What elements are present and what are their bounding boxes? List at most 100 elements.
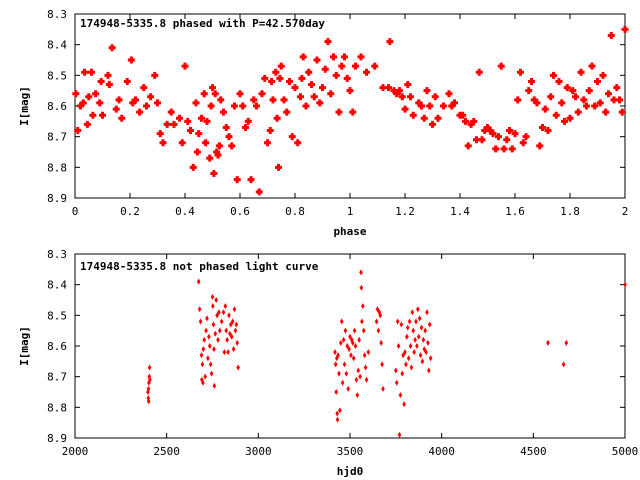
data-point [211,321,216,328]
data-point [140,84,148,92]
data-point [321,65,329,73]
y-tick-label: 8.4 [47,39,67,52]
data-point [333,349,337,356]
y-tick-label: 8.3 [47,8,67,21]
data-point [371,62,379,70]
data-point [77,102,84,110]
data-point [310,93,318,101]
x-tick-label: 0.4 [175,205,195,218]
data-point [426,339,430,346]
data-point [381,385,385,392]
data-point [358,373,362,380]
data-point [202,336,207,343]
data-point [352,327,357,334]
data-point [361,303,365,310]
data-point [417,315,422,322]
data-point [448,102,456,110]
data-point [197,306,202,313]
data-point [316,99,324,107]
data-point [229,321,233,328]
data-point [345,343,350,349]
data-point [143,102,150,110]
x-axis-label: phase [333,225,366,238]
data-point [123,77,131,85]
data-point [227,312,231,319]
data-point [375,306,380,313]
data-point [236,364,240,371]
data-point [305,68,313,76]
data-point [525,87,533,95]
data-point [415,343,419,349]
data-point [528,77,535,85]
data-point [354,376,359,383]
data-point [253,102,260,110]
data-point [577,68,585,76]
data-point [346,87,354,95]
data-point [547,93,555,101]
data-point [112,105,120,113]
data-point [170,120,178,128]
data-point [418,352,423,359]
data-point [508,145,516,153]
data-point [264,139,271,147]
data-point [72,90,80,98]
data-point [104,71,112,79]
data-point [486,127,494,135]
data-point [247,176,255,184]
data-point [118,114,126,122]
data-point [569,87,577,95]
data-point [220,108,227,116]
data-point [349,108,357,116]
data-point [202,139,210,147]
x-axis-label: hjd0 [337,465,364,478]
data-point [558,99,566,107]
data-point [546,339,550,346]
data-point [288,133,296,141]
data-point [342,361,347,368]
data-point [379,339,383,346]
unphased-light-curve-chart: 2000 2500 3000 3500 4000 4500 5000 8.3 8.4 8.5 8.6… [18,248,638,478]
data-point [209,370,214,377]
data-point [235,339,240,346]
y-tick-label: 8.6 [47,100,67,113]
data-point [378,312,383,319]
data-point [201,379,205,386]
data-point [421,336,426,343]
y-tick-label: 8.7 [47,131,67,144]
y-tick-label: 8.5 [47,309,67,322]
data-point [555,77,563,85]
data-point [308,81,315,89]
data-point [313,56,321,64]
data-point [418,102,425,110]
data-point [478,136,486,144]
unphased-chart-title: 174948-5335.8 not phased light curve [80,260,319,273]
data-point [425,309,429,316]
data-point [427,321,432,328]
data-point [217,309,221,316]
y-axis-label: I[mag] [18,86,31,126]
data-point [215,142,223,150]
data-point [366,349,371,356]
data-point [212,346,216,353]
data-point [74,127,82,135]
data-point [335,108,343,116]
data-point [234,321,239,328]
data-point [115,96,123,104]
data-point [176,114,183,122]
data-point [467,120,475,128]
data-point [506,127,513,135]
data-point [347,346,351,353]
data-point [207,333,211,340]
data-point [519,139,527,147]
data-point [338,62,346,70]
data-point [258,90,266,98]
data-point [208,361,213,368]
data-point [85,93,93,101]
data-point [181,62,189,70]
data-point [163,120,171,128]
data-point [409,111,417,119]
data-point [338,407,342,414]
data-point [159,139,167,147]
phased-light-curve-chart: 0 0.2 0.4 0.6 0.8 1 1.2 1.4 1.6 1.8 2 8.3 8.4 8.5 8.6 8… [18,8,629,238]
data-point [222,349,227,356]
